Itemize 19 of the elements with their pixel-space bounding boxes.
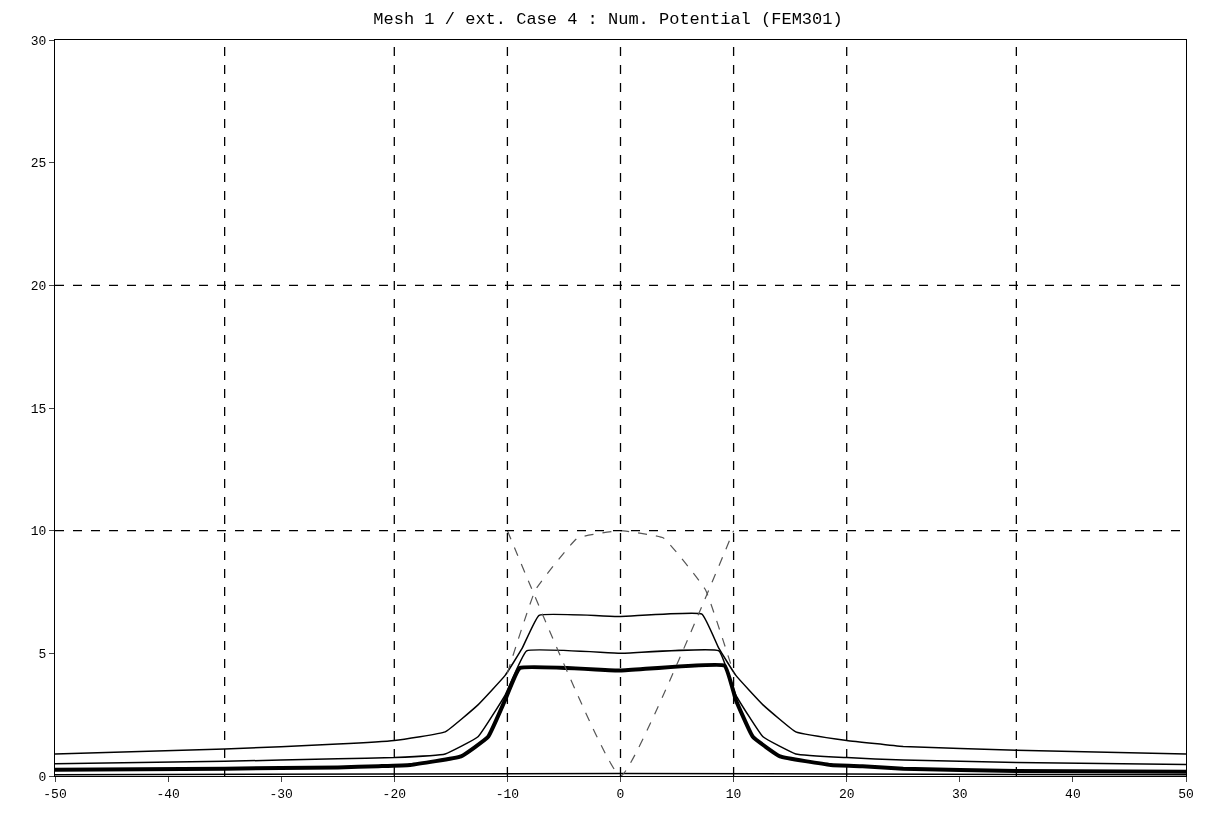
x-tick-label: -20: [382, 786, 406, 802]
y-tick-label: 25: [30, 156, 47, 172]
y-tick-label: 10: [30, 524, 47, 540]
y-tick-label: 30: [30, 33, 47, 49]
y-tick-label: 20: [30, 278, 47, 294]
x-tick-label: 0: [616, 786, 625, 802]
x-tick-label: 10: [725, 786, 742, 802]
y-tick-label: 0: [38, 769, 47, 785]
x-tick-label: -40: [156, 786, 180, 802]
y-tick-label: 5: [38, 646, 47, 662]
chart-title: Mesh 1 / ext. Case 4 : Num. Potential (FEM301): [373, 10, 843, 30]
x-tick-label: 40: [1065, 786, 1081, 802]
x-tick-label: -50: [43, 786, 67, 802]
x-tick-label: 30: [952, 786, 968, 802]
x-tick-label: -10: [495, 786, 520, 802]
x-tick-label: 50: [1178, 786, 1194, 802]
x-tick-label: -30: [269, 786, 293, 802]
x-tick-label: 20: [838, 786, 855, 802]
y-tick-label: 15: [30, 401, 47, 417]
